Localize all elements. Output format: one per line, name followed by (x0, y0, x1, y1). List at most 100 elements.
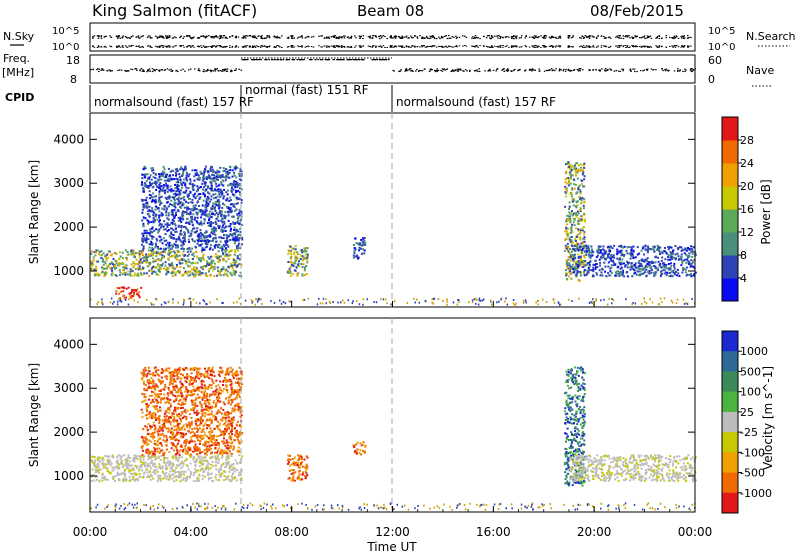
range-cell (256, 300, 259, 303)
range-cell (202, 257, 205, 260)
range-cell (363, 237, 366, 239)
nsky-point (551, 36, 553, 38)
range-cell (579, 219, 582, 222)
range-cell (143, 165, 146, 168)
range-cell (138, 262, 141, 265)
nsearch-point (554, 46, 557, 48)
nsearch-point (552, 46, 555, 48)
range-cell (173, 209, 176, 212)
range-cell (570, 167, 572, 169)
range-cell (220, 228, 223, 231)
range-cell (148, 215, 151, 218)
nsearch-point (401, 45, 404, 47)
freq-point (531, 68, 534, 70)
range-cell (155, 188, 158, 191)
nsky-point (658, 35, 661, 37)
range-cell (164, 189, 167, 192)
range-cell (176, 255, 179, 258)
nsky-point (333, 35, 335, 37)
nsky-point (421, 37, 424, 39)
nsky-point (472, 36, 474, 38)
nsearch-point (414, 46, 416, 48)
range-cell (566, 189, 568, 192)
nsky-point (135, 36, 137, 38)
range-cell (124, 249, 127, 252)
range-cell (288, 267, 291, 270)
range-cell (571, 198, 574, 201)
range-cell (332, 301, 334, 303)
freq-point (647, 68, 649, 70)
freq-point (622, 68, 625, 70)
freq-point (578, 69, 580, 71)
nsky-point (130, 36, 133, 38)
range-cell (587, 244, 590, 247)
range-cell (565, 247, 568, 250)
nsearch-point (215, 46, 217, 48)
range-cell (578, 217, 580, 220)
nsky-point (266, 35, 268, 37)
range-cell (216, 216, 219, 218)
range-cell (94, 254, 97, 257)
nsearch-point (455, 45, 458, 47)
range-cell (652, 245, 655, 248)
range-cell (626, 260, 629, 263)
range-cell (174, 192, 177, 195)
nsky-point (179, 36, 181, 39)
range-cell (167, 167, 170, 170)
range-cell (147, 238, 150, 241)
range-cell (360, 238, 363, 241)
range-cell (121, 251, 124, 254)
freq-point (632, 68, 634, 70)
range-cell (205, 213, 208, 216)
range-cell (568, 201, 571, 204)
range-cell (585, 247, 588, 250)
range-cell (571, 300, 573, 302)
nsky-point (688, 36, 690, 39)
range-cell (144, 232, 147, 234)
range-cell (235, 176, 238, 179)
range-cell (154, 180, 157, 183)
freq-point (198, 69, 200, 71)
freq-point (503, 70, 505, 72)
nsearch-point (494, 45, 496, 47)
nsky-point (511, 37, 513, 39)
range-cell (652, 271, 655, 274)
range-cell (306, 259, 309, 262)
freq-point (577, 70, 580, 72)
range-cell (239, 168, 242, 171)
nsearch-point (249, 45, 251, 47)
range-cell (668, 275, 671, 278)
range-cell (129, 268, 132, 271)
range-cell (125, 287, 128, 290)
range-cell (619, 271, 622, 273)
nsearch-point (326, 45, 328, 47)
range-cell (160, 223, 163, 226)
range-cell (148, 190, 151, 193)
range-cell (653, 250, 656, 253)
nsky-point (220, 36, 223, 38)
freq-point (492, 69, 495, 71)
range-cell (172, 229, 175, 231)
range-cell (582, 169, 584, 172)
range-cell (143, 199, 145, 202)
range-cell (185, 200, 187, 203)
range-cell (174, 230, 177, 233)
range-cell (298, 265, 301, 268)
range-cell (141, 232, 144, 235)
range-cell (578, 237, 581, 240)
range-cell (573, 269, 576, 272)
range-cell (576, 214, 579, 217)
range-cell (124, 272, 127, 275)
nsearch-point (605, 46, 607, 48)
range-cell (179, 239, 182, 242)
nsky-point (394, 37, 397, 39)
nsearch-point (246, 45, 249, 47)
nsearch-point (542, 45, 544, 47)
range-cell (641, 265, 643, 267)
nsearch-point (333, 46, 335, 47)
range-cell (93, 251, 96, 254)
freq-point (692, 69, 695, 71)
range-cell (231, 267, 234, 270)
range-cell (199, 244, 202, 246)
freq-point (253, 59, 256, 61)
